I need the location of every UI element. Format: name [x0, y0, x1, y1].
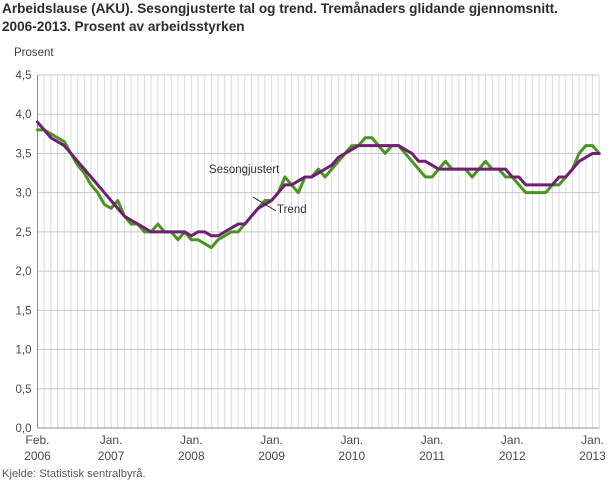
x-axis-tick-label-year: 2006	[24, 449, 51, 463]
y-axis-tick-label: 2,5	[16, 227, 32, 239]
x-axis-tick-label-year: 2009	[258, 449, 285, 463]
x-axis-tick-label-month: Feb.	[25, 433, 49, 447]
x-axis-tick-label-year: 2012	[499, 449, 526, 463]
y-axis-tick-label: 4,0	[16, 109, 32, 121]
y-axis-tick-label: 1,0	[16, 345, 32, 357]
series-line-sesongjustert	[36, 128, 601, 250]
x-axis-tick-label-month: Jan.	[180, 433, 203, 447]
x-axis-tick-label-year: 2008	[178, 449, 205, 463]
x-axis-tick-label-month: Jan.	[501, 433, 524, 447]
y-axis-tick-label: 2,0	[16, 266, 32, 278]
series-label-trend: Trend	[277, 204, 307, 216]
x-axis-tick-label-month: Jan.	[260, 433, 283, 447]
y-axis-tick-label: 3,5	[16, 148, 32, 160]
y-axis-tick-label: 4,5	[16, 70, 32, 82]
x-axis-tick-label-year: 2010	[338, 449, 365, 463]
trend-annotation-pointer-line	[252, 196, 277, 212]
y-axis-unit-label: Prosent	[14, 47, 54, 59]
x-axis-tick-label-year: 2007	[98, 449, 125, 463]
series-line-trend	[36, 120, 601, 238]
x-axis-tick-label-month: Jan.	[421, 433, 444, 447]
y-axis-tick-label: 1,5	[16, 305, 32, 317]
source-credit: Kjelde: Statistisk sentralbyrå.	[2, 468, 146, 480]
series-label-sesongjustert: Sesongjustert	[209, 164, 280, 176]
chart-title: Arbeidslause (AKU). Sesongjusterte tal o…	[2, 1, 558, 34]
y-axis-tick-label: 3,0	[16, 188, 32, 200]
x-axis-tick-label-month: Jan.	[340, 433, 363, 447]
x-axis-tick-label-year: 2013	[579, 449, 606, 463]
y-axis-tick-label: 0,5	[16, 384, 32, 396]
x-axis-tick-label-month: Jan.	[581, 433, 604, 447]
x-axis-tick-label-year: 2011	[419, 449, 445, 463]
y-axis-tick-label: 0,0	[16, 423, 32, 435]
x-axis-tick-label-month: Jan.	[100, 433, 123, 447]
